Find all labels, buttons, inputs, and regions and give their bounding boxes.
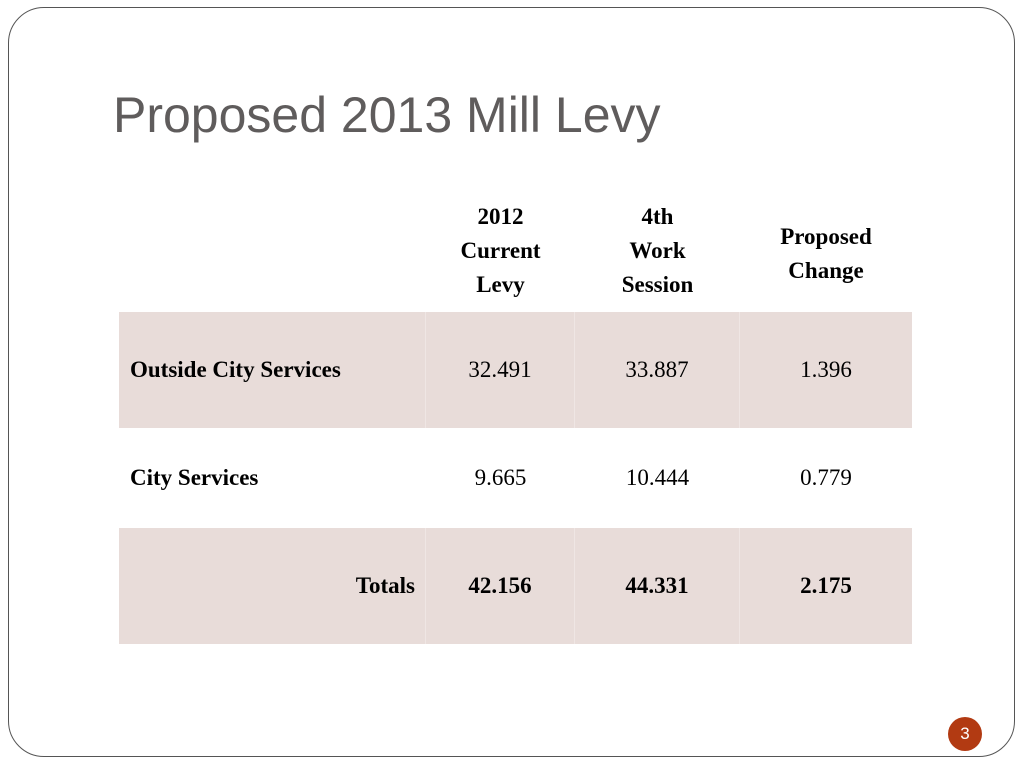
proposed-change-value: 0.779 (800, 465, 852, 490)
header-current-levy-line2: Current (460, 238, 541, 263)
total-proposed-change: 2.175 (740, 528, 912, 644)
header-work-session-line1: 4th (641, 204, 674, 229)
totals-row: Totals 42.156 44.331 2.175 (119, 528, 912, 644)
header-empty-cell (119, 190, 426, 312)
row-label: Outside City Services (119, 312, 426, 428)
header-work-session-line2: Work (629, 238, 686, 263)
row-label: City Services (130, 465, 259, 490)
mill-levy-table: 2012 Current Levy 4th Work Session Propo… (119, 190, 912, 644)
header-current-levy-line3: Levy (476, 272, 525, 297)
table-header-row: 2012 Current Levy 4th Work Session Propo… (119, 190, 912, 312)
proposed-change-value: 1.396 (740, 312, 912, 428)
table-row: City Services 9.665 10.444 0.779 (119, 428, 912, 528)
work-session-value: 33.887 (575, 312, 740, 428)
slide-title: Proposed 2013 Mill Levy (113, 87, 661, 143)
header-work-session-line3: Session (621, 272, 694, 297)
header-proposed-change-line2: Change (788, 258, 864, 283)
header-current-levy-line1: 2012 (477, 204, 524, 229)
work-session-value: 10.444 (625, 465, 690, 490)
header-current-levy: 2012 Current Levy (426, 190, 575, 312)
table-row: Outside City Services 32.491 33.887 1.39… (119, 312, 912, 428)
header-work-session: 4th Work Session (575, 190, 740, 312)
current-levy-value: 32.491 (426, 312, 575, 428)
header-proposed-change: Proposed Change (740, 190, 912, 312)
total-current-levy: 42.156 (426, 528, 575, 644)
page-number-badge: 3 (948, 717, 982, 751)
current-levy-value: 9.665 (474, 465, 527, 490)
header-proposed-change-line1: Proposed (780, 224, 872, 249)
total-work-session: 44.331 (575, 528, 740, 644)
totals-label: Totals (119, 528, 426, 644)
